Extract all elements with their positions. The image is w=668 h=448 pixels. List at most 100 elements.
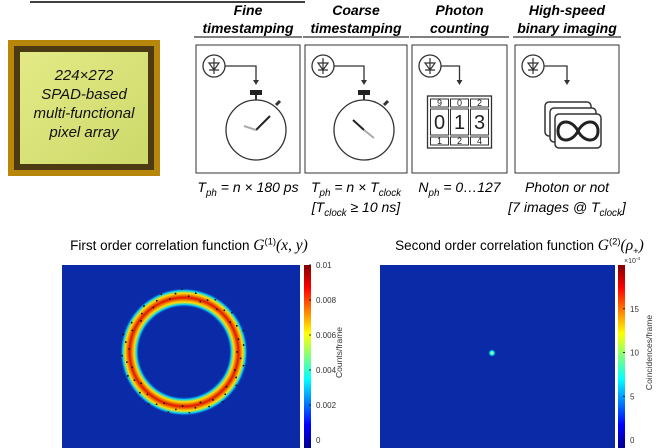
mode-title: Photon [435,2,483,18]
mode-caption: Photon or not [525,179,610,195]
noise-dot [195,407,197,409]
noise-dot [199,301,201,303]
subscript: clock [324,208,347,219]
counter-digit: 1 [454,112,465,134]
noise-dot [169,298,171,300]
noise-dot [160,294,162,296]
text-run: ] [620,199,627,215]
noise-dot [131,322,133,324]
noise-dot [141,313,143,315]
noise-dot [240,357,242,359]
noise-dot [139,392,141,394]
subscript: ph [319,188,331,199]
noise-dot [121,355,123,357]
noise-dot [243,365,245,367]
stopwatch-button [358,90,370,95]
coincidence-peak [488,349,496,357]
colorbar-tick-label: 10 [630,349,639,358]
heatmap [380,265,615,448]
text-run: [7 images @ T [507,199,601,215]
counter-digit: 2 [457,136,462,146]
noise-dot [195,292,197,294]
noise-dot [127,375,129,377]
colorbar-tick-label: 5 [630,392,635,401]
noise-dot [231,312,233,314]
counter-digit: 4 [477,136,482,146]
noise-dot [168,411,170,413]
text-run: (x, y) [276,237,308,254]
noise-dot [215,299,217,301]
noise-dot [126,361,128,363]
plot-title: First order correlation function G(1)(x,… [70,237,308,254]
chip-label: pixel array [48,124,120,141]
colorbar-label: Coincidences/frame [644,315,654,390]
noise-dot [189,412,191,414]
counter-digit: 3 [474,112,485,134]
chip-label: multi-functional [34,105,136,122]
mode-caption: Tph = n × 180 ps [197,179,298,199]
mode-caption: Tph = n × Tclock [311,179,402,199]
supscript: (1) [264,237,276,248]
text-run: ≥ 10 ns] [347,199,402,215]
colorbar-label: Counts/frame [334,327,344,378]
counter-digit: 9 [437,98,442,108]
colorbar-tick-label: 0.01 [316,261,332,270]
noise-dot [208,406,210,408]
subscript: clock [600,208,623,219]
noise-dot [188,295,190,297]
noise-dot [222,401,224,403]
text-run: = n × 180 ps [217,179,299,195]
noise-dot [234,369,236,371]
noise-dot [182,405,184,407]
counter-digit: 0 [434,112,445,134]
noise-dot [132,330,134,332]
noise-dot [223,309,225,311]
subscript: ph [428,188,440,199]
colorbar [304,265,311,448]
noise-dot [163,403,165,405]
noise-dot [125,341,127,343]
noise-dot [143,305,145,307]
text-run: Photon or not [525,179,610,195]
chip-label: SPAD-based [41,86,127,103]
plot-title: Second order correlation function G(2)(ρ… [395,237,644,257]
mode-title: counting [430,20,490,36]
figure: 224×272 SPAD-based multi-functional pixel a… [0,0,668,448]
counter-digit: 1 [437,136,442,146]
subscript: clock [379,188,402,199]
noise-dot [226,386,228,388]
subscript: ph [205,188,217,199]
text-run: = n × T [330,179,380,195]
text-run: (ρ [621,237,634,254]
mode-title: High-speed [529,2,606,18]
noise-dot [175,293,177,295]
noise-dot [235,385,237,387]
noise-dot [200,402,202,404]
mode-title: Fine [234,2,263,18]
noise-dot [131,367,133,369]
noise-dot [235,377,237,379]
noise-dot [156,403,158,405]
noise-dot [236,325,238,327]
mode-title: timestamping [310,20,401,36]
noise-dot [212,399,214,401]
colorbar-tick-label: 0.002 [316,401,337,410]
noise-dot [156,300,158,302]
chip-label: 224×272 [54,67,114,84]
noise-dot [175,409,177,411]
noise-dot [224,393,226,395]
supscript: (2) [609,237,621,248]
noise-dot [140,383,142,385]
text-run: Second order correlation function [395,238,598,253]
text-run: First order correlation function [70,238,253,253]
mode-caption: [Tclock ≥ 10 ns] [311,199,401,219]
text-run: = 0…127 [439,179,501,195]
noise-dot [236,351,238,353]
noise-dot [134,379,136,381]
mode-title: timestamping [202,20,293,36]
noise-dot [128,348,130,350]
colorbar-multiplier: ×10-4 [624,256,641,265]
counter-digit: 0 [457,98,462,108]
colorbar-tick-label: 0 [630,436,635,445]
noise-dot [140,320,142,322]
